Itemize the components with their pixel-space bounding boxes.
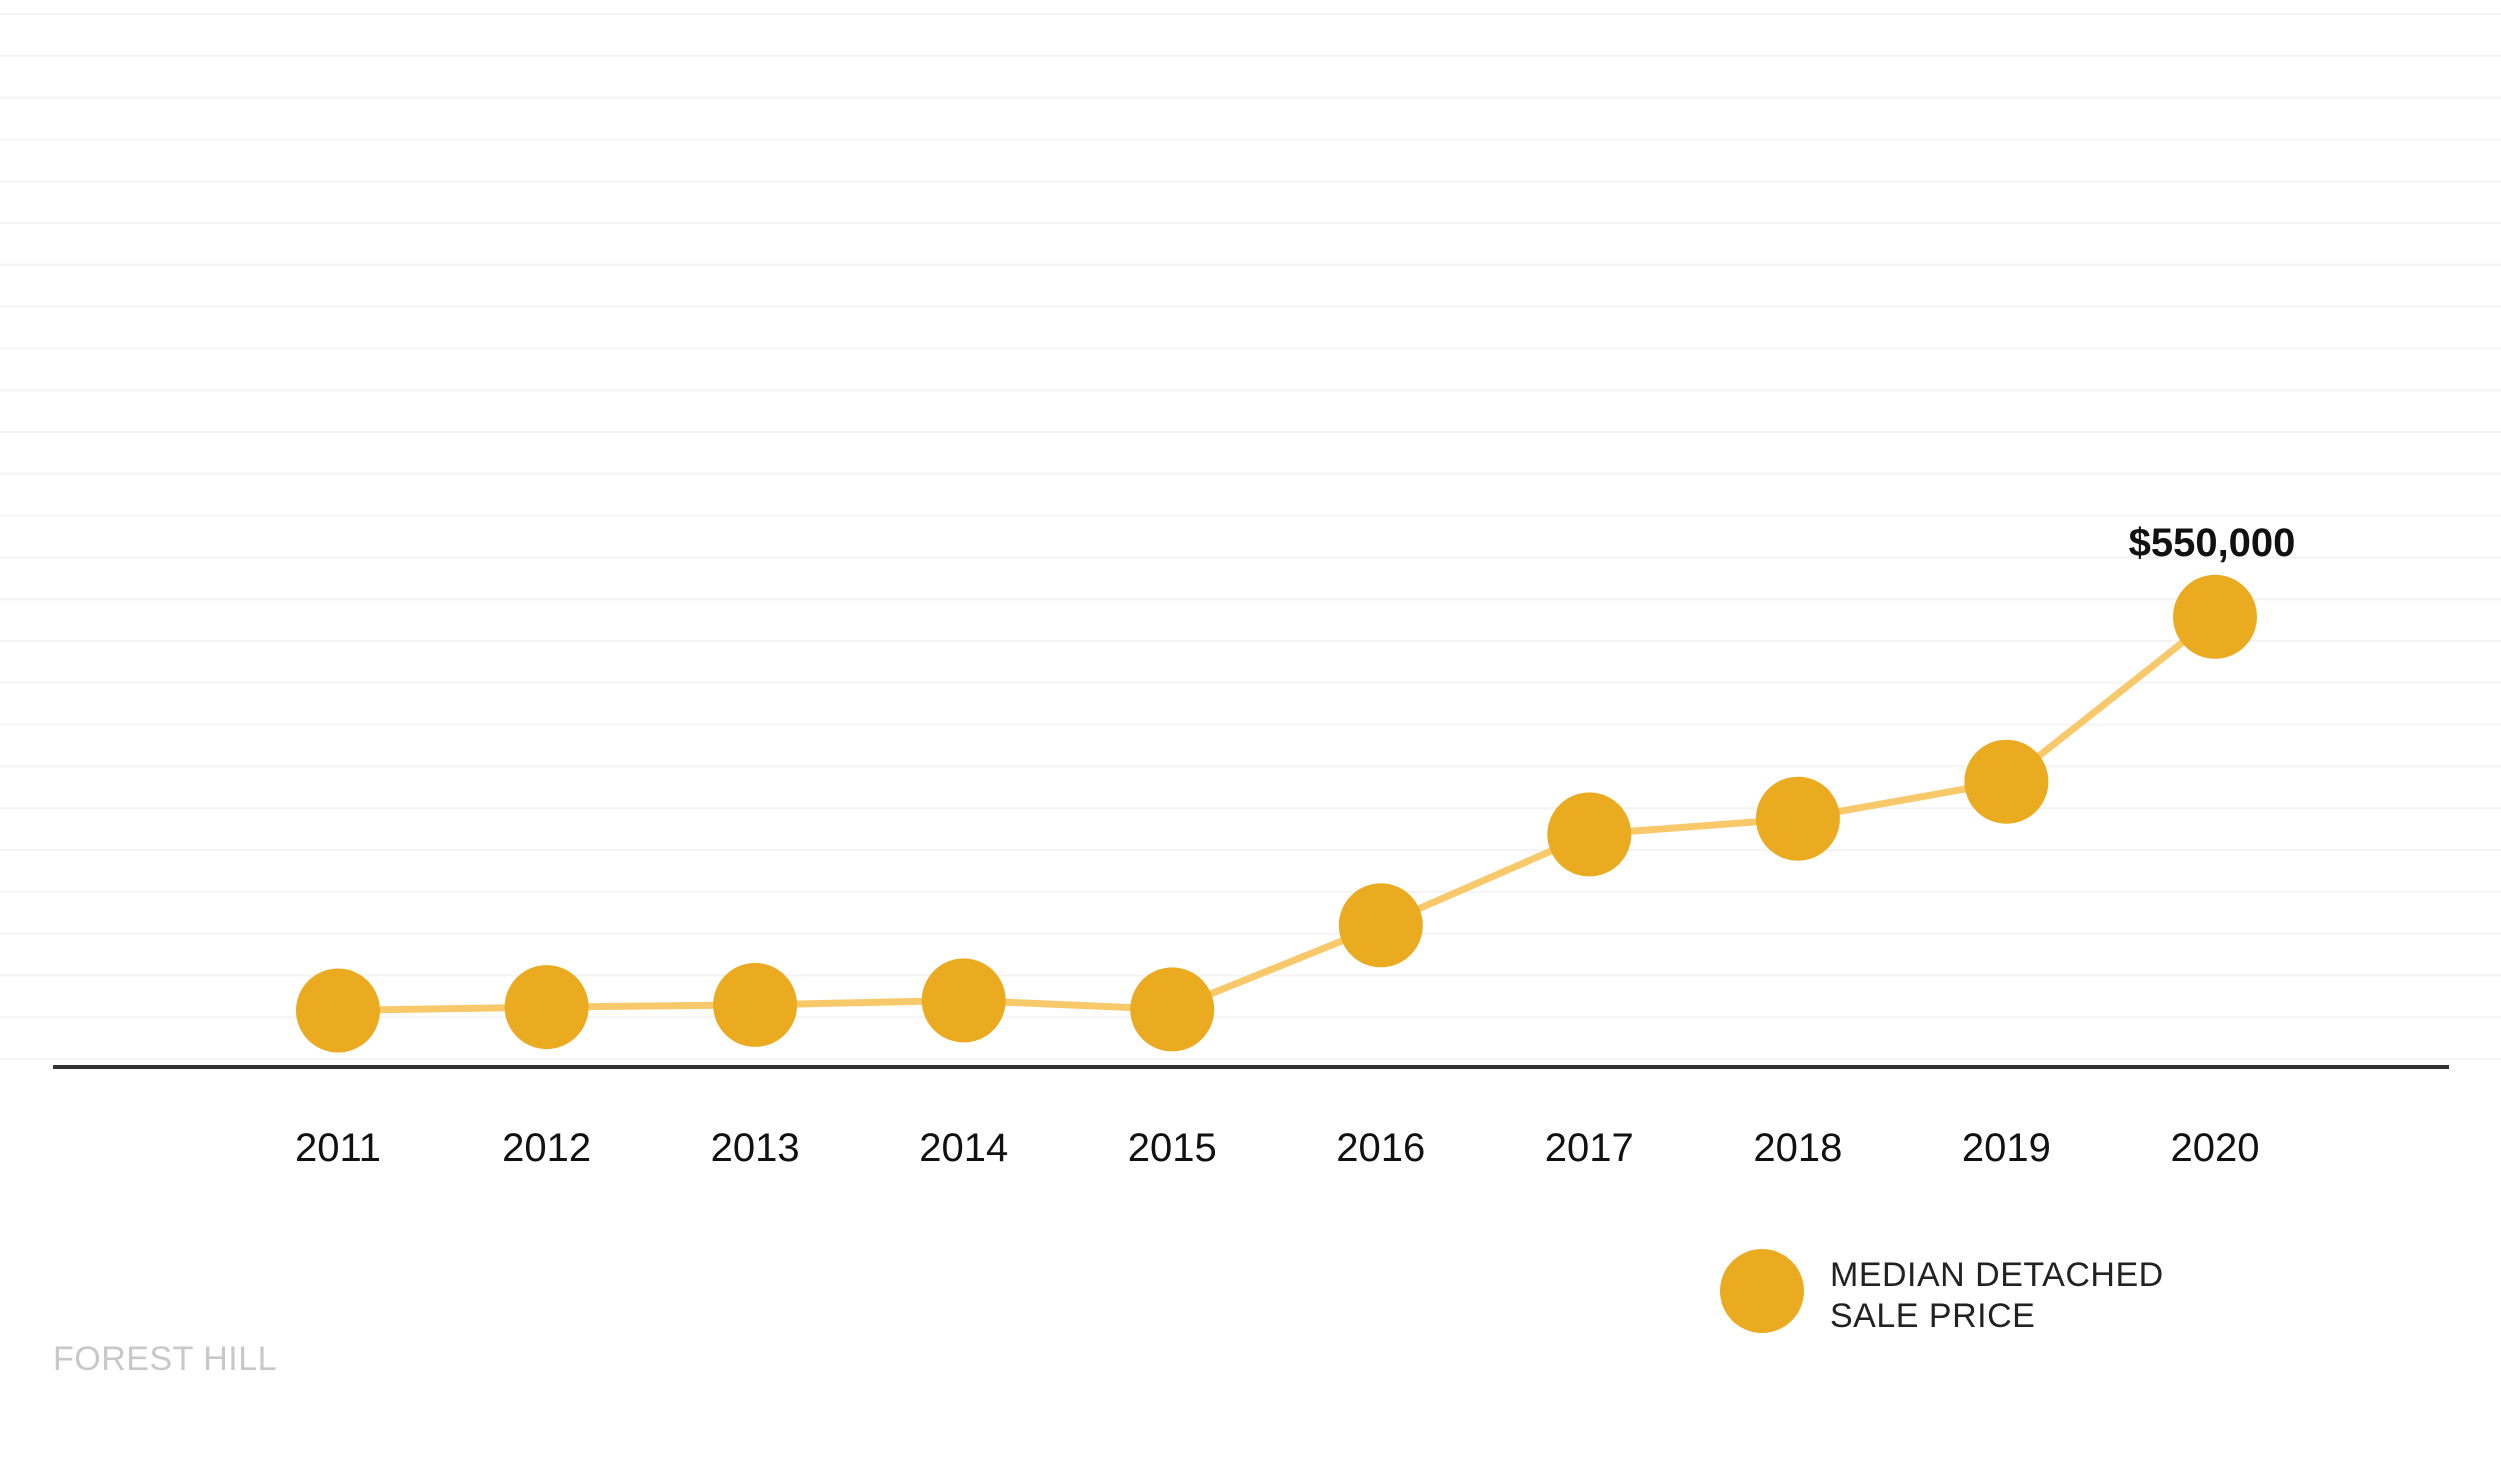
data-points [296, 574, 2257, 1053]
x-tick-label-2016: 2016 [1336, 1126, 1425, 1170]
data-point-2011 [296, 968, 380, 1053]
value-label-2020: $550,000 [2129, 521, 2296, 565]
legend-label-line-2: SALE PRICE [1830, 1297, 2035, 1335]
legend: MEDIAN DETACHED SALE PRICE [1720, 1249, 2164, 1335]
data-point-2016 [1338, 883, 1423, 968]
x-tick-label-2018: 2018 [1753, 1126, 1842, 1170]
grid-lines [0, 13, 2501, 1060]
data-point-2020 [2173, 574, 2257, 659]
data-point-2019 [1964, 739, 2049, 824]
legend-label-line-1: MEDIAN DETACHED [1830, 1256, 2164, 1294]
x-tick-label-2014: 2014 [919, 1126, 1008, 1170]
data-point-2018 [1755, 776, 1840, 861]
x-tick-label-2012: 2012 [502, 1126, 591, 1170]
data-point-2015 [1130, 967, 1215, 1052]
x-tick-label-2019: 2019 [1962, 1126, 2051, 1170]
data-point-2012 [504, 965, 589, 1050]
legend-marker [1720, 1249, 1804, 1333]
x-tick-label-2017: 2017 [1545, 1126, 1634, 1170]
data-point-2014 [921, 958, 1006, 1043]
series-line-layer [334, 613, 2219, 1014]
data-point-2017 [1547, 792, 1632, 877]
x-tick-label-2015: 2015 [1128, 1126, 1217, 1170]
annotations: $550,000 [2129, 521, 2296, 565]
x-tick-label-2011: 2011 [295, 1126, 381, 1170]
footer-neighbourhood-label: FOREST HILL [53, 1340, 277, 1378]
series-line [334, 613, 2219, 1014]
x-tick-label-2013: 2013 [711, 1126, 800, 1170]
x-tick-label-2020: 2020 [2171, 1126, 2260, 1170]
x-tick-labels: 2011 2012 2013 2014 2015 2016 2017 2018 2019 2020 [295, 1126, 2260, 1170]
data-point-2013 [713, 962, 798, 1047]
